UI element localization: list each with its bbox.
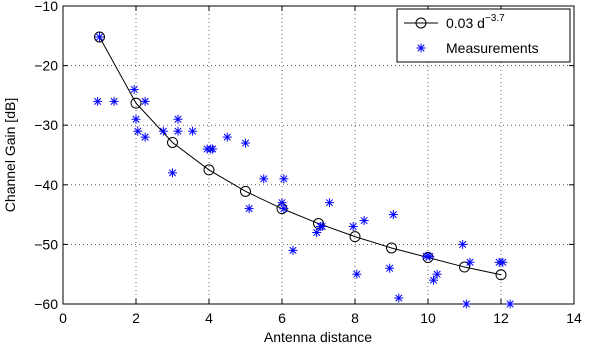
measurement-point — [244, 204, 254, 214]
x-axis-title: Antenna distance — [264, 329, 372, 345]
measurement-point — [241, 138, 250, 148]
x-tick-label: 2 — [132, 310, 140, 326]
x-tick-label: 10 — [420, 310, 436, 326]
plot-area-frame — [62, 5, 575, 305]
measurement-point — [131, 114, 141, 124]
y-tick-label: −30 — [34, 117, 58, 133]
y-tick-label: −10 — [34, 0, 58, 14]
fit-line — [99, 36, 502, 276]
fit-point — [349, 231, 361, 243]
y-tick-label: −50 — [34, 236, 58, 252]
measurement-point — [208, 144, 218, 154]
measurement-point — [498, 257, 508, 267]
x-tick-label: 4 — [205, 310, 213, 326]
measurement-point — [222, 132, 232, 142]
measurement-point — [173, 126, 183, 136]
legend-fit-marker — [415, 17, 427, 29]
measurement-point — [140, 96, 150, 106]
measurement-point — [140, 132, 150, 142]
legend-measurements-marker — [416, 43, 426, 53]
measurement-point — [394, 293, 404, 303]
legend-measurements-asterisk — [416, 43, 426, 53]
measurement-point — [465, 257, 475, 267]
measurement-point — [188, 126, 198, 136]
measurement-point — [388, 210, 398, 220]
measurement-point — [279, 204, 289, 214]
measurements-series — [93, 32, 515, 309]
measurement-point — [352, 269, 362, 279]
fit-point — [459, 261, 470, 273]
fit-series — [94, 31, 507, 281]
measurement-point — [461, 299, 471, 309]
x-tick-label: 14 — [566, 310, 582, 326]
fit-point — [240, 185, 251, 197]
measurement-point — [279, 174, 289, 184]
measurement-point — [432, 269, 442, 279]
fit-point — [94, 31, 105, 43]
measurement-point — [288, 245, 298, 255]
measurement-point — [158, 126, 168, 136]
y-axis-title: Channel Gain [dB] — [2, 98, 18, 212]
y-tick-label: −60 — [34, 296, 58, 312]
measurement-point — [348, 222, 358, 232]
axis-ticks: 0 2 4 6 8 10 12 14 −60 −50 −40 −30 −20 −10 — [34, 0, 582, 326]
legend-measurements-label: Measurements — [446, 40, 539, 56]
x-tick-label: 12 — [493, 310, 509, 326]
legend-fit-label: 0.03 d−3.7 — [446, 13, 505, 31]
x-tick-label: 6 — [278, 310, 286, 326]
measurement-point — [385, 263, 395, 273]
fit-point — [130, 97, 142, 109]
measurement-point — [425, 251, 435, 261]
y-tick-label: −40 — [34, 177, 58, 193]
fit-point — [422, 252, 434, 264]
measurement-point — [133, 126, 143, 136]
measurement-point — [129, 84, 139, 94]
fit-point — [495, 269, 507, 281]
measurement-point — [173, 114, 183, 124]
legend: 0.03 d−3.7 Measurements — [396, 8, 571, 63]
measurement-point — [317, 222, 327, 232]
measurement-point — [359, 216, 369, 226]
measurement-point — [505, 299, 515, 309]
fit-point — [167, 136, 178, 148]
measurement-point — [259, 174, 269, 184]
legend-fit-exponent: −3.7 — [485, 13, 505, 24]
measurement-point — [168, 168, 177, 178]
y-tick-label: −20 — [34, 58, 58, 74]
measurement-point — [324, 198, 334, 208]
measurement-point — [93, 96, 103, 106]
measurement-point — [109, 96, 119, 106]
measurement-point — [277, 198, 287, 208]
legend-fit-name: 0.03 d — [446, 15, 485, 31]
x-tick-label: 0 — [59, 310, 67, 326]
fit-point — [203, 164, 215, 176]
fit-point — [386, 242, 397, 254]
legend-box — [396, 8, 571, 63]
measurement-point — [312, 227, 322, 237]
measurement-point — [428, 275, 438, 285]
x-tick-label: 8 — [351, 310, 359, 326]
measurement-point — [95, 32, 104, 42]
measurement-point — [458, 239, 468, 249]
